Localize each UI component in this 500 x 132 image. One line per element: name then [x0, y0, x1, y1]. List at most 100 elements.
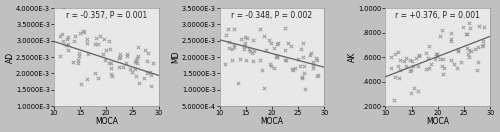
Point: [406, 59, 414, 61]
Point: [128, 70, 136, 73]
Point: [146, 70, 154, 73]
Point: [440, 67, 448, 69]
Point: [394, 65, 402, 67]
Point: [299, 56, 307, 58]
Point: [256, 28, 264, 30]
Point: [133, 62, 141, 65]
Point: [132, 59, 140, 61]
Point: [107, 73, 115, 75]
Point: [428, 63, 436, 65]
Point: [478, 45, 486, 47]
Point: [426, 67, 434, 70]
Point: [132, 75, 140, 77]
Point: [248, 60, 256, 62]
Point: [147, 73, 155, 76]
Point: [396, 77, 404, 79]
Point: [102, 49, 110, 51]
Point: [296, 65, 304, 68]
Point: [282, 27, 290, 29]
Point: [96, 35, 104, 37]
Point: [78, 83, 86, 86]
Point: [58, 33, 66, 36]
Point: [140, 77, 148, 79]
Point: [281, 49, 289, 51]
Point: [301, 88, 309, 90]
Point: [292, 67, 300, 69]
Point: [244, 48, 252, 50]
Point: [438, 29, 446, 31]
Point: [75, 55, 83, 57]
Point: [436, 35, 444, 37]
Point: [465, 22, 473, 24]
Text: r = -0.348, P = 0.002: r = -0.348, P = 0.002: [232, 11, 312, 20]
Point: [230, 44, 238, 46]
Point: [438, 65, 446, 67]
Point: [273, 43, 281, 45]
Point: [439, 58, 447, 60]
Point: [246, 50, 254, 52]
Point: [107, 62, 115, 64]
Point: [79, 29, 87, 32]
Y-axis label: AK: AK: [348, 52, 357, 62]
Point: [414, 55, 422, 57]
Point: [454, 50, 462, 52]
Point: [480, 26, 488, 29]
Point: [265, 39, 273, 41]
Point: [274, 42, 282, 44]
Point: [447, 59, 455, 61]
Point: [300, 72, 308, 74]
Point: [478, 44, 486, 46]
Point: [83, 38, 91, 40]
Point: [122, 53, 130, 55]
Point: [108, 75, 116, 77]
Point: [56, 35, 64, 37]
Point: [414, 65, 422, 67]
Point: [94, 77, 102, 79]
Point: [90, 72, 98, 74]
Point: [147, 85, 155, 88]
Point: [92, 37, 100, 39]
Point: [82, 42, 90, 44]
Point: [467, 50, 475, 52]
Point: [462, 33, 470, 36]
Point: [297, 48, 305, 50]
Point: [453, 67, 461, 69]
Point: [439, 73, 447, 75]
Point: [391, 53, 399, 55]
Point: [270, 67, 278, 69]
Point: [314, 74, 322, 76]
Point: [234, 82, 242, 84]
Point: [222, 63, 230, 65]
Point: [56, 55, 64, 57]
Point: [116, 55, 124, 58]
Point: [396, 69, 404, 71]
Point: [400, 60, 408, 62]
Point: [312, 57, 320, 59]
Point: [284, 42, 292, 44]
Point: [464, 56, 472, 58]
Point: [142, 60, 150, 62]
Point: [406, 70, 414, 72]
Point: [430, 58, 438, 60]
Text: r = +0.376, P = 0.001: r = +0.376, P = 0.001: [396, 11, 480, 20]
Point: [133, 57, 141, 59]
Point: [298, 76, 306, 78]
X-axis label: MOCA: MOCA: [426, 117, 450, 126]
Point: [388, 67, 396, 69]
Point: [94, 43, 102, 45]
Point: [142, 72, 150, 74]
Point: [70, 40, 78, 42]
Point: [313, 59, 321, 61]
Point: [134, 55, 142, 58]
Point: [394, 51, 402, 53]
Point: [74, 59, 82, 61]
Y-axis label: AD: AD: [6, 52, 15, 63]
Point: [273, 56, 281, 58]
Point: [396, 59, 404, 61]
X-axis label: MOCA: MOCA: [260, 117, 283, 126]
Point: [473, 69, 481, 72]
Point: [236, 38, 244, 40]
Point: [288, 69, 296, 71]
Point: [228, 59, 236, 61]
Point: [76, 32, 84, 34]
